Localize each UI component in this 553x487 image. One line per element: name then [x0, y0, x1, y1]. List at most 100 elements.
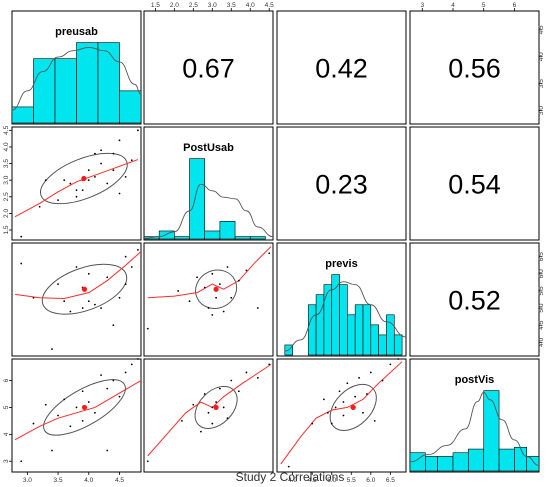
scatter-point — [32, 296, 35, 299]
scatter-point — [358, 376, 360, 379]
scatter-point — [94, 175, 96, 178]
panel-PostUsab-PostUsab — [143, 126, 274, 241]
histogram-bar — [158, 230, 175, 240]
scatter-point — [362, 411, 364, 414]
histogram-bar — [249, 236, 266, 240]
scatter-point — [81, 419, 84, 422]
centroid-point — [81, 286, 88, 292]
scatter-point — [38, 205, 41, 208]
scatter-point — [215, 401, 217, 403]
scatter-point — [338, 390, 341, 393]
tick-label: 4.0 — [538, 52, 545, 61]
tick-label: 4 — [451, 2, 455, 9]
panel-previs-PostUsab — [143, 242, 274, 357]
panel-frame — [276, 126, 407, 241]
histogram-bar — [437, 456, 454, 472]
scatter-point — [215, 296, 217, 299]
scatter-point — [100, 162, 102, 165]
tick-label: 4.5 — [538, 320, 545, 329]
panel-preusab-PostUsab — [143, 10, 274, 125]
scatter-point — [366, 393, 368, 395]
scatter-point — [112, 324, 115, 327]
scatter-previs-vs-postVis — [280, 358, 403, 468]
tick-label: 1.5 — [151, 2, 160, 9]
tick-label: 5 — [482, 2, 486, 9]
tick-label: 4.5 — [538, 25, 545, 34]
scatter-point — [118, 192, 121, 195]
scatter-point — [81, 189, 84, 192]
tick-label: 4.0 — [3, 142, 10, 151]
scatter-preusab-vs-postVis — [14, 358, 142, 463]
panel-frame — [409, 242, 540, 357]
correlation-label: 0.67 — [182, 54, 235, 84]
scatter-point — [230, 296, 233, 299]
tick-label: 2.0 — [3, 209, 10, 218]
tick-label: 5.5 — [538, 286, 545, 295]
scatter-point — [245, 269, 248, 272]
scatter-point — [118, 296, 121, 299]
tick-label: 2.5 — [3, 192, 10, 201]
correlation-label: 0.42 — [315, 54, 368, 84]
histogram-bar — [174, 236, 190, 240]
scatter-point — [51, 449, 53, 452]
scatter-point — [222, 310, 225, 313]
scatter-point — [57, 199, 59, 202]
scatter-point — [192, 403, 195, 406]
scatter-point — [63, 179, 66, 182]
histogram-bar — [386, 314, 395, 356]
histogram-bar — [315, 294, 325, 356]
variable-title: PostUsab — [183, 142, 234, 154]
histogram-bar — [97, 42, 120, 124]
tick-label: 5.0 — [538, 303, 545, 312]
tick-label: 4.0 — [538, 337, 545, 346]
scatter-point — [20, 235, 23, 238]
scatter-preusab-vs-previs — [15, 248, 142, 351]
panel-previs-postVis — [409, 242, 540, 357]
histogram-bar — [339, 284, 348, 356]
histogram-bar — [378, 334, 387, 356]
scatter-point — [44, 179, 47, 182]
scatter-point — [69, 182, 72, 185]
loess-fit-line — [280, 361, 403, 465]
scatter-point — [381, 379, 384, 382]
scatter-point — [326, 411, 329, 414]
scatter-point — [211, 422, 214, 425]
density-curve — [409, 391, 540, 466]
correlation-ellipse — [41, 263, 128, 315]
panel-frame — [11, 358, 142, 473]
scatter-point — [106, 449, 109, 452]
scatter-point — [334, 406, 337, 409]
panel-PostUsab-previs — [276, 126, 407, 241]
scatter-point — [354, 395, 357, 398]
scatter-point — [146, 327, 149, 330]
scatter-point — [211, 406, 214, 409]
tick-label: 5.0 — [327, 477, 336, 484]
scatter-preusab-vs-PostUsab — [14, 129, 139, 238]
scatter-point — [106, 387, 109, 390]
loess-fit-line — [147, 246, 272, 299]
correlation-label: 0.23 — [315, 170, 368, 200]
scatter-point — [268, 252, 271, 255]
scatter-point — [245, 371, 248, 374]
axes-layer: 1.5 2.0 2.5 3.0 3.5 4.0 4.5 3 4 5 6 3.0 3.5 4.0 4.5 4.0… — [3, 2, 545, 484]
correlation-ellipse — [329, 383, 377, 431]
scatter-point — [200, 430, 202, 433]
scatter-point — [94, 303, 96, 306]
scatter-point — [323, 398, 325, 401]
correlation-label: 0.54 — [448, 170, 501, 200]
scatter-point — [100, 374, 102, 377]
scatter-point — [124, 255, 127, 258]
scatter-point — [203, 393, 206, 395]
scatter-point — [397, 358, 400, 360]
scatter-point — [230, 379, 233, 382]
scatter-point — [87, 179, 90, 182]
panel-frame — [409, 126, 540, 241]
scatter-point — [237, 390, 240, 393]
tick-label: 6.0 — [366, 477, 375, 484]
tick-label: 3.0 — [208, 2, 217, 9]
scatter-point — [369, 371, 372, 374]
loess-fit-line — [14, 159, 139, 218]
scatter-point — [146, 460, 149, 463]
scatter-point — [106, 276, 109, 279]
scatter-point — [222, 406, 225, 409]
